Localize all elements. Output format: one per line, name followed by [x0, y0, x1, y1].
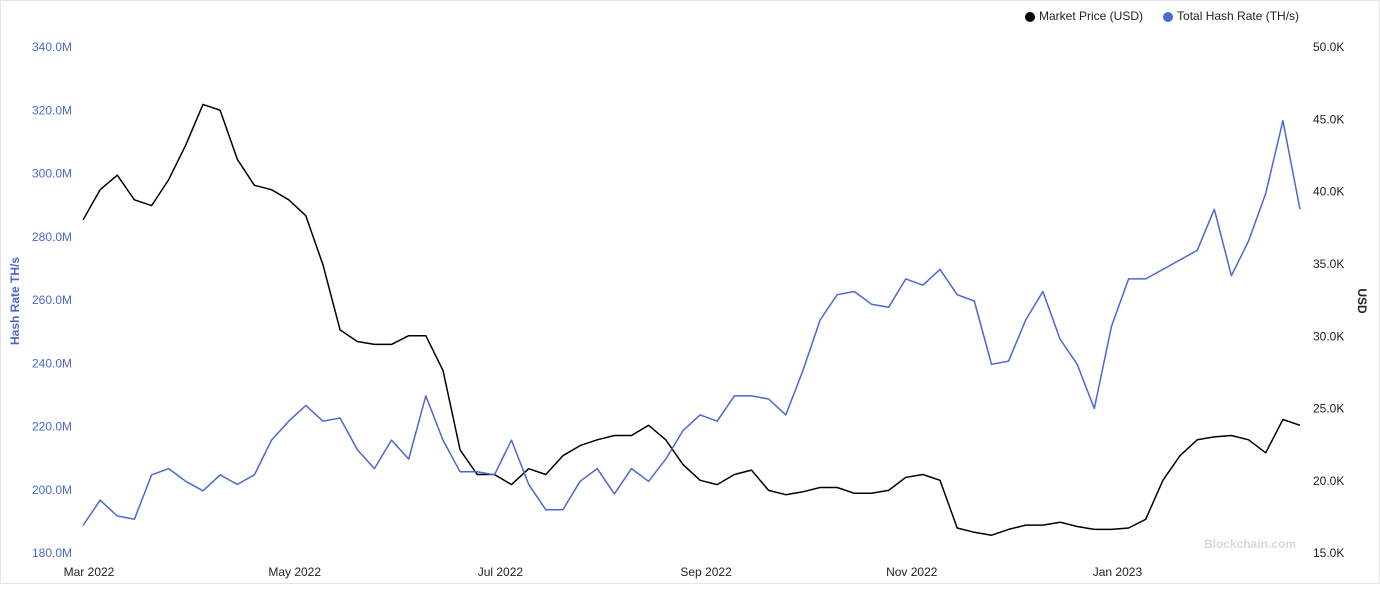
y-tick-label: 240.0M [32, 356, 72, 370]
legend-label: Total Hash Rate (TH/s) [1177, 9, 1299, 23]
y2-tick-label: 30.0K [1313, 329, 1344, 343]
x-tick-label: May 2022 [268, 565, 321, 579]
y-tick-label: 320.0M [32, 103, 72, 117]
x-tick-label: Jan 2023 [1093, 565, 1143, 579]
y2-axis-title: USD [1355, 288, 1369, 314]
legend-marker [1163, 12, 1174, 22]
y-tick-label: 300.0M [32, 167, 72, 181]
y2-tick-label: 35.0K [1313, 257, 1344, 271]
x-tick-label: Sep 2022 [680, 565, 732, 579]
y-axis-title: Hash Rate TH/s [8, 257, 22, 345]
y-tick-label: 180.0M [32, 546, 72, 560]
y2-tick-label: 45.0K [1313, 112, 1344, 126]
y-tick-label: 260.0M [32, 293, 72, 307]
y2-tick-label: 25.0K [1313, 402, 1344, 416]
y-tick-label: 280.0M [32, 230, 72, 244]
watermark: Blockchain.com [1204, 537, 1296, 551]
y2-tick-label: 15.0K [1313, 546, 1344, 560]
x-tick-label: Jul 2022 [478, 565, 524, 579]
x-tick-label: Nov 2022 [886, 565, 938, 579]
y-tick-label: 220.0M [32, 420, 72, 434]
series-line [82, 119, 1301, 526]
legend-marker [1025, 12, 1035, 22]
legend-label: Market Price (USD) [1039, 9, 1143, 23]
y2-tick-label: 50.0K [1313, 40, 1344, 54]
series-line [82, 103, 1301, 536]
x-tick-label: Mar 2022 [64, 565, 115, 579]
y-tick-label: 200.0M [32, 483, 72, 497]
y2-tick-label: 40.0K [1313, 185, 1344, 199]
y-tick-label: 340.0M [32, 40, 72, 54]
y2-tick-label: 20.0K [1313, 474, 1344, 488]
